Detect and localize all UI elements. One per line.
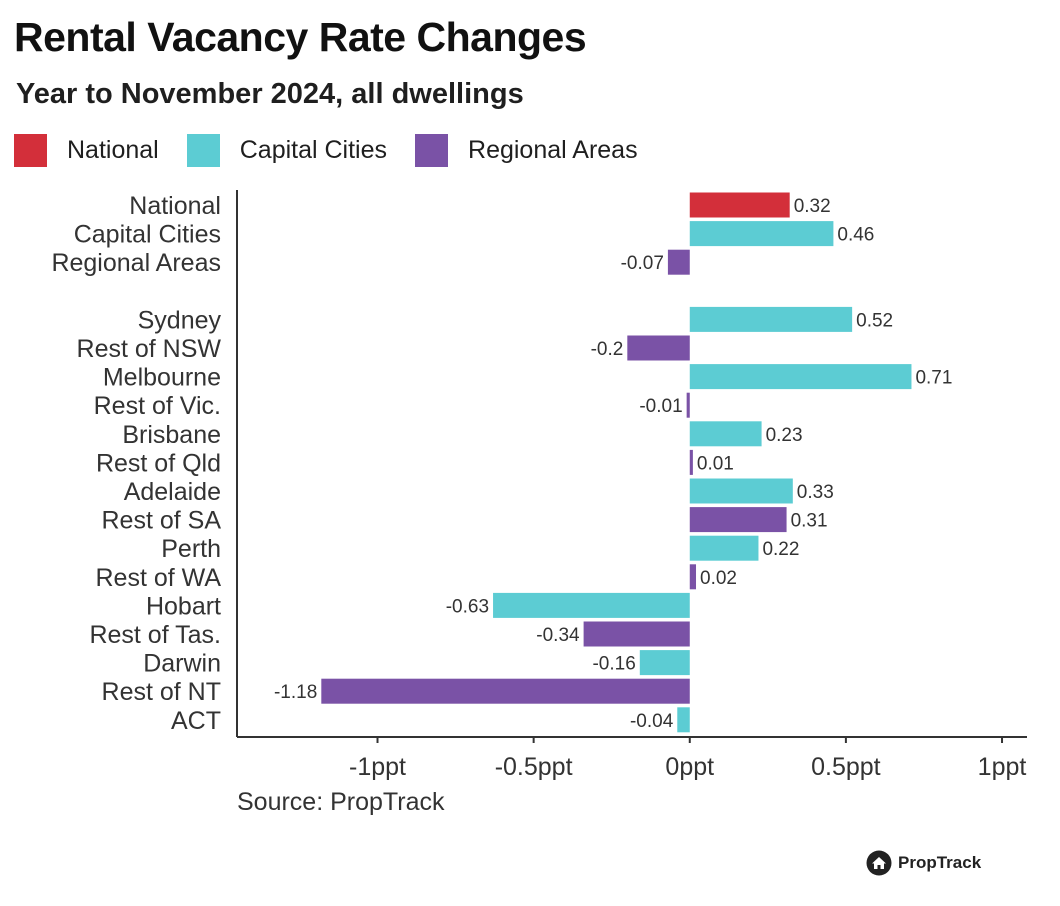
data-label-rest-of-nt: -1.18 [274,682,317,703]
x-tick-label-1ppt: -1ppt [349,753,406,780]
bar-brisbane [689,421,762,447]
bar-rest-of-nsw [627,335,690,361]
legend-swatch-regional-areas [415,134,449,167]
bar-hobart [493,592,690,618]
chart-subtitle: Year to November 2024, all dwellings [16,78,524,110]
bar-sydney [689,306,853,332]
legend-label-capital-cities: Capital Cities [239,136,388,164]
data-label-act: -0.04 [630,711,674,732]
data-label-rest-of-wa: 0.02 [700,568,737,589]
brand-name: PropTrack [898,853,982,872]
bar-perth [689,535,759,561]
legend-item-national: National [14,134,159,167]
legend-swatch-capital-cities [186,134,220,167]
bar-chart: National 0.32 Capital Cities 0.46 Regional A… [51,190,1027,780]
data-label-rest-of-tas: -0.34 [536,625,580,646]
proptrack-house-icon [866,850,892,876]
data-label-sydney: 0.52 [856,310,893,331]
category-label-regional-areas: Regional Areas [51,249,221,277]
data-label-regional-areas: -0.07 [621,253,664,274]
category-label-brisbane: Brisbane [122,421,221,449]
x-tick-label-0-5ppt: 0.5ppt [811,753,881,780]
legend-item-capital-cities: Capital Cities [186,134,388,167]
category-label-hobart: Hobart [146,592,221,620]
bar-regional-areas [667,249,690,275]
legend-swatch-national [14,134,47,167]
legend-label-regional-areas: Regional Areas [468,136,638,164]
bar-rest-of-qld [689,449,693,475]
bar-rest-of-tas [583,621,690,647]
brand-logo: PropTrack [866,850,981,876]
category-label-rest-of-vic: Rest of Vic. [94,392,221,420]
data-label-adelaide: 0.33 [797,482,834,503]
category-label-rest-of-nsw: Rest of NSW [77,335,222,363]
category-label-sydney: Sydney [138,306,222,334]
x-tick-label-0-5ppt: -0.5ppt [495,753,573,780]
bar-darwin [639,650,690,676]
category-label-adelaide: Adelaide [124,478,221,506]
bar-rest-of-wa [689,564,697,590]
bar-capital-cities [689,221,834,247]
data-label-rest-of-nsw: -0.2 [591,339,624,360]
data-label-perth: 0.22 [762,539,799,560]
bar-rest-of-sa [689,507,787,533]
bar-act [677,707,690,733]
legend-item-regional-areas: Regional Areas [415,134,638,167]
chart-title: Rental Vacancy Rate Changes [14,14,587,60]
bar-national [689,192,790,218]
bar-rest-of-nt [321,678,690,704]
bar-melbourne [689,364,912,390]
data-label-darwin: -0.16 [592,654,635,675]
category-label-rest-of-tas: Rest of Tas. [89,621,221,649]
category-label-rest-of-qld: Rest of Qld [96,449,221,477]
data-label-national: 0.32 [794,196,831,217]
data-label-rest-of-vic: -0.01 [639,396,682,417]
category-label-act: ACT [171,707,221,735]
source-note: Source: PropTrack [237,788,445,816]
data-label-melbourne: 0.71 [915,368,952,389]
category-label-national: National [129,192,221,220]
data-label-capital-cities: 0.46 [837,225,874,246]
category-label-melbourne: Melbourne [103,364,221,392]
category-label-capital-cities: Capital Cities [74,221,221,249]
bar-adelaide [689,478,793,504]
category-label-rest-of-sa: Rest of SA [102,507,222,535]
x-tick-label-0ppt: 0ppt [665,753,714,780]
x-tick-label-1ppt: 1ppt [978,753,1027,780]
data-label-brisbane: 0.23 [766,425,803,446]
legend-label-national: National [67,136,159,164]
category-label-rest-of-wa: Rest of WA [96,564,222,592]
category-label-darwin: Darwin [143,650,221,678]
data-label-hobart: -0.63 [446,596,489,617]
chart-legend: National Capital Cities Regional Areas [14,134,666,167]
category-label-perth: Perth [161,535,221,563]
data-label-rest-of-qld: 0.01 [697,453,734,474]
data-label-rest-of-sa: 0.31 [791,511,828,532]
bar-rest-of-vic [686,392,690,418]
category-label-rest-of-nt: Rest of NT [102,678,221,706]
